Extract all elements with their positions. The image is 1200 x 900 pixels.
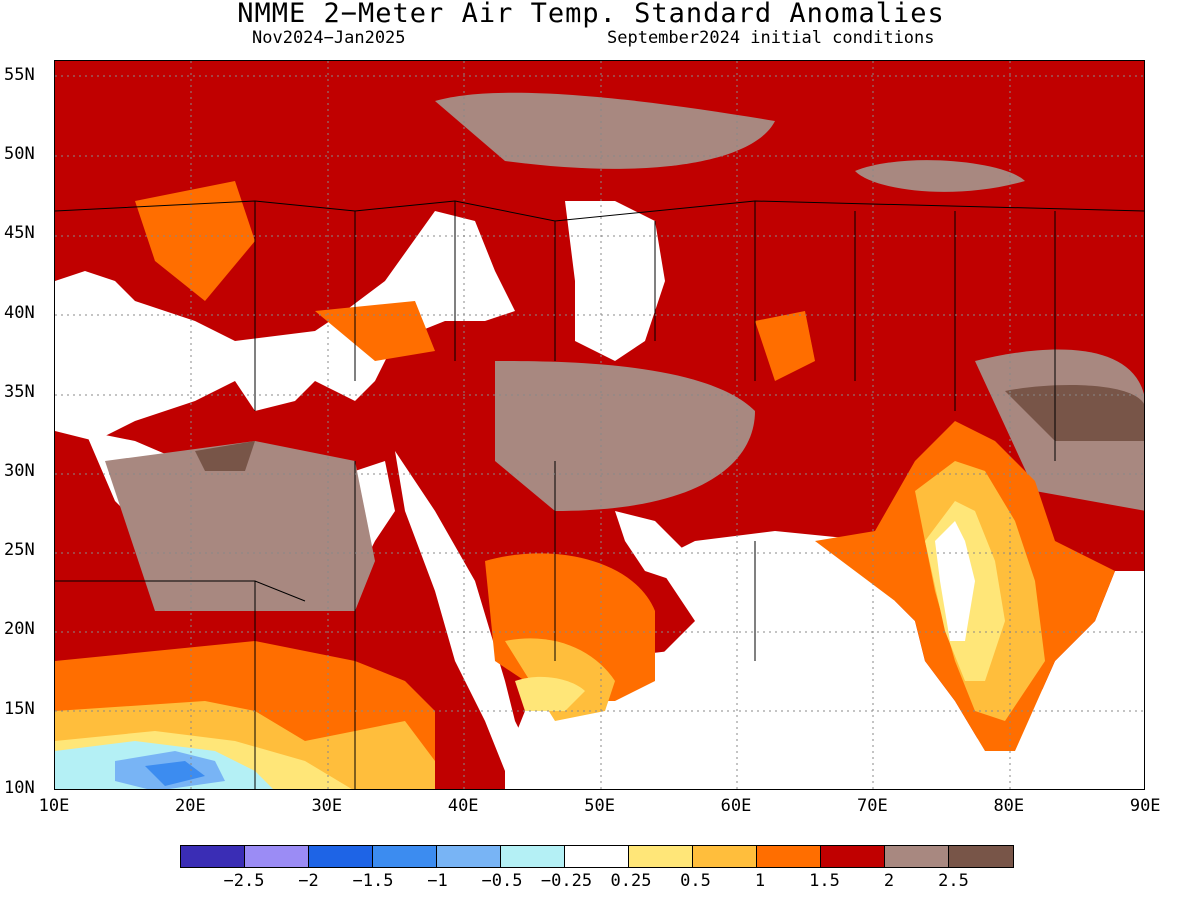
lat-label-15n: 15N [4, 698, 35, 719]
colorbar-label: −0.25 [540, 871, 593, 891]
colorbar-label: 0.5 [680, 871, 711, 891]
colorbar-label: 2 [883, 871, 895, 891]
lat-label-45n: 45N [4, 223, 35, 244]
lat-label-55n: 55N [4, 65, 35, 85]
colorbar-label: −2 [298, 871, 319, 891]
colorbar-label: 0.25 [610, 871, 652, 891]
init-conditions-subtitle: September2024 initial conditions [607, 28, 935, 48]
lon-label-80e: 80E [993, 796, 1025, 816]
colorbar-label: −1.5 [352, 871, 394, 891]
colorbar-label: −0.5 [481, 871, 523, 891]
lon-label-60e: 60E [720, 796, 752, 816]
lon-label-40e: 40E [447, 796, 479, 816]
anomaly-map [54, 60, 1145, 790]
colorbar-label: −2.5 [223, 871, 265, 891]
lat-label-35n: 35N [4, 381, 35, 402]
lat-label-20n: 20N [4, 619, 35, 640]
season-subtitle: Nov2024−Jan2025 [252, 28, 406, 48]
colorbar-label: 1 [754, 871, 766, 891]
lon-label-70e: 70E [857, 796, 888, 816]
colorbar-swatch [501, 846, 565, 867]
colorbar-swatch [757, 846, 821, 867]
lon-label-20e: 20E [175, 796, 206, 816]
colorbar-swatch [565, 846, 629, 867]
colorbar-swatch [373, 846, 437, 867]
colorbar-label: 1.5 [809, 871, 840, 891]
colorbar-swatch [821, 846, 885, 867]
colorbar-label: 2.5 [938, 871, 969, 891]
colorbar-swatch [181, 846, 245, 867]
colorbar-swatch [629, 846, 693, 867]
colorbar-label: −1 [427, 871, 448, 891]
colorbar [180, 845, 1014, 868]
colorbar-swatch [693, 846, 757, 867]
lat-label-10n: 10N [4, 777, 35, 798]
lat-label-40n: 40N [4, 302, 35, 323]
lon-label-30e: 30E [311, 796, 343, 816]
lat-label-30n: 30N [4, 461, 35, 481]
lat-label-50n: 50N [4, 144, 35, 165]
colorbar-swatch [437, 846, 501, 867]
colorbar-swatch [885, 846, 949, 867]
lon-label-10e: 10E [38, 796, 70, 816]
lat-label-25n: 25N [4, 540, 35, 561]
colorbar-swatch [245, 846, 309, 867]
colorbar-swatch [949, 846, 1013, 867]
map-title: NMME 2−Meter Air Temp. Standard Anomalie… [237, 0, 945, 29]
colorbar-swatch [309, 846, 373, 867]
lon-label-90e: 90E [1129, 796, 1161, 816]
lon-label-50e: 50E [584, 796, 615, 816]
